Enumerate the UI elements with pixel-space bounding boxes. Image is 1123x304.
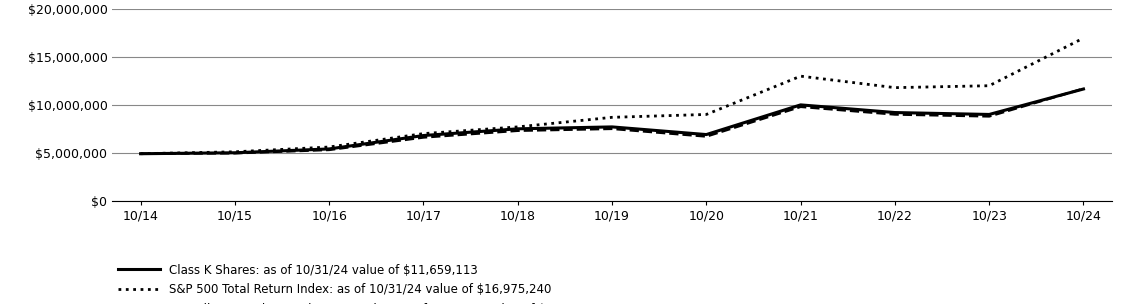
Legend: Class K Shares: as of 10/31/24 value of $11,659,113, S&P 500 Total Return Index:: Class K Shares: as of 10/31/24 value of … bbox=[118, 264, 613, 304]
